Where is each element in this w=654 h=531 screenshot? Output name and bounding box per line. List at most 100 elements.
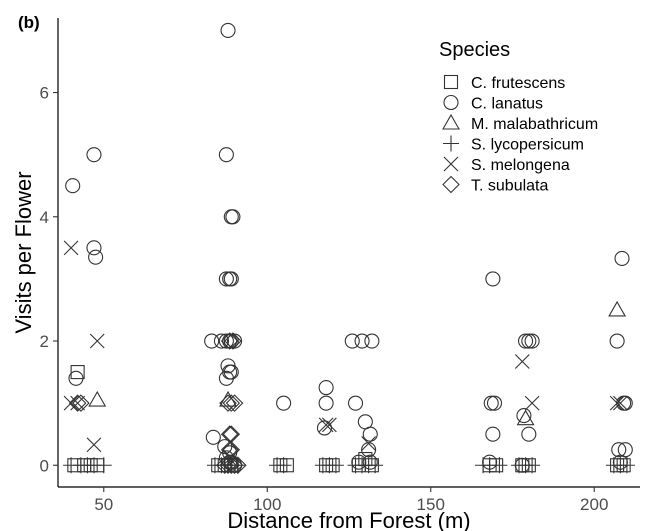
data-point xyxy=(344,333,360,349)
data-point xyxy=(68,370,84,386)
data-point xyxy=(88,249,104,265)
data-point xyxy=(223,271,239,287)
data-point xyxy=(86,437,102,453)
data-point xyxy=(225,456,244,475)
data-point xyxy=(218,333,234,349)
x-tick-label: 150 xyxy=(417,495,445,514)
legend-key-circle xyxy=(443,94,459,111)
data-point xyxy=(608,300,627,317)
data-point xyxy=(351,454,367,470)
y-tick-label: 6 xyxy=(40,84,49,103)
axis-ticks: 50 100 150 200 0 2 4 6 xyxy=(40,84,609,514)
data-point xyxy=(225,209,241,225)
data-point xyxy=(219,394,237,412)
panel-label: (b) xyxy=(18,13,40,32)
data-point xyxy=(204,333,220,349)
data-point xyxy=(611,442,627,458)
data-point xyxy=(618,457,635,474)
data-point xyxy=(362,454,378,470)
plot-area xyxy=(63,22,635,475)
data-point xyxy=(222,456,241,475)
data-point xyxy=(72,394,90,412)
data-point xyxy=(318,395,334,411)
legend: Species C. frutescens C. lanatus M. malaba… xyxy=(439,39,598,195)
data-point xyxy=(609,395,625,411)
data-point xyxy=(219,456,237,475)
data-point xyxy=(609,333,625,349)
data-point xyxy=(483,395,499,411)
y-axis-title: Visits per Flower xyxy=(11,171,36,333)
data-point xyxy=(485,426,501,442)
legend-key-square xyxy=(443,74,459,90)
data-point xyxy=(521,426,537,442)
data-point xyxy=(361,436,377,451)
data-point xyxy=(318,380,334,396)
data-point xyxy=(220,22,236,38)
legend-key-cross xyxy=(443,156,459,172)
data-point xyxy=(521,333,537,349)
x-tick-label: 200 xyxy=(580,495,608,514)
series-s-melongena xyxy=(63,240,628,453)
data-point xyxy=(215,456,234,475)
y-tick-label: 4 xyxy=(40,208,49,227)
data-point xyxy=(225,394,244,412)
x-tick-label: 50 xyxy=(94,495,113,514)
y-tick-label: 2 xyxy=(40,332,49,351)
data-point xyxy=(220,440,239,459)
data-point xyxy=(347,395,364,411)
data-point xyxy=(612,395,628,411)
data-point xyxy=(88,390,107,407)
legend-label: M. malabathricum xyxy=(471,116,598,133)
legend-key-plus xyxy=(443,135,459,152)
data-point xyxy=(354,333,370,349)
series-s-lycopersicum xyxy=(63,457,635,474)
data-point xyxy=(86,240,102,256)
data-point xyxy=(70,365,85,380)
x-tick-label: 100 xyxy=(253,495,281,514)
legend-label: S. lycopersicum xyxy=(471,137,584,154)
data-point xyxy=(220,332,239,350)
data-point xyxy=(617,395,633,411)
y-tick-label: 0 xyxy=(40,456,49,475)
data-point xyxy=(229,456,247,475)
data-point xyxy=(222,394,241,412)
data-point xyxy=(524,333,540,349)
data-point xyxy=(518,333,534,349)
data-point xyxy=(95,457,112,474)
legend-label: T. subulata xyxy=(471,178,548,195)
data-point xyxy=(491,457,508,474)
data-point xyxy=(514,354,530,369)
data-point xyxy=(516,408,532,424)
data-point xyxy=(63,395,79,411)
data-point xyxy=(213,333,230,349)
data-point xyxy=(63,240,79,256)
data-point xyxy=(68,394,87,412)
data-point xyxy=(321,417,337,433)
data-point xyxy=(275,457,292,474)
series-m-malabathricum xyxy=(88,300,627,426)
legend-label: S. melongena xyxy=(471,157,570,174)
data-point xyxy=(316,420,333,436)
data-point xyxy=(224,332,242,350)
x-axis-title: Distance from Forest (m) xyxy=(227,508,470,531)
legend-label: C. lanatus xyxy=(471,96,543,113)
data-point xyxy=(318,417,334,433)
data-point xyxy=(524,395,540,411)
data-point xyxy=(205,429,221,445)
data-point xyxy=(485,271,501,287)
data-point xyxy=(65,178,81,194)
data-point xyxy=(70,395,86,411)
data-point xyxy=(614,250,630,266)
data-point xyxy=(86,147,102,163)
data-point xyxy=(223,364,239,380)
data-point xyxy=(361,442,377,458)
data-point xyxy=(327,457,344,474)
series-t-subulata xyxy=(68,332,247,475)
data-point xyxy=(218,147,234,163)
data-point xyxy=(367,457,384,474)
data-point xyxy=(362,426,378,442)
series-c-frutescens xyxy=(67,365,631,473)
legend-key-triangle xyxy=(442,113,460,130)
data-point xyxy=(218,271,234,287)
